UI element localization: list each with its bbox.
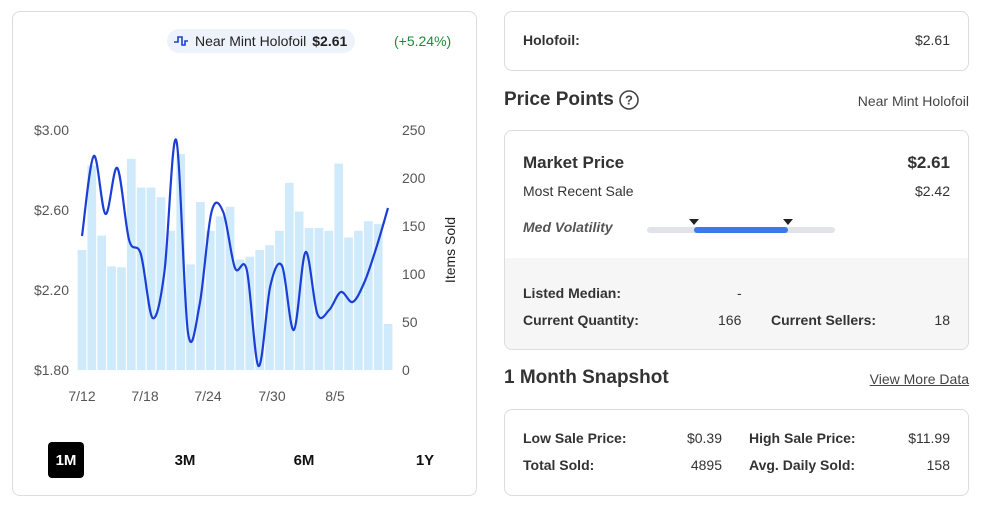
listed-median-label: Listed Median: [523,285,622,301]
low-sale-value: $0.39 [686,430,722,446]
high-sale-value: $11.99 [908,430,950,446]
volume-bar [304,227,314,370]
x-tick-label: 8/5 [325,388,345,404]
y-left-tick-label: $2.20 [34,282,69,298]
volume-bar [265,245,274,370]
y-right-tick-label: 100 [402,266,426,282]
range-selector: 1M 3M 6M 1Y [48,442,448,478]
low-sale-label: Low Sale Price: [523,430,627,446]
volatility-low-marker [689,219,699,225]
price-points-condition: Near Mint Holofoil [857,93,969,109]
volume-bar [314,227,324,370]
view-more-data-link[interactable]: View More Data [869,371,969,387]
recent-sale-label: Most Recent Sale [523,183,634,199]
volume-bar [196,202,205,370]
snapshot-title: 1 Month Snapshot [504,367,669,388]
volume-bar [97,235,107,370]
range-3m-button[interactable]: 3M [174,451,196,469]
volume-bar [344,237,353,370]
holofoil-price-card: Holofoil: $2.61 [504,11,969,71]
help-icon[interactable]: ? [618,89,640,111]
market-price-value: $2.61 [907,153,950,172]
y-right-tick-label: 200 [402,170,426,186]
holofoil-value: $2.61 [914,32,950,48]
price-points-stats-section [505,258,968,349]
current-sellers-value: 18 [934,312,950,328]
volume-bar [275,230,284,370]
volume-bar [334,163,344,370]
volume-bar [77,250,87,370]
current-sellers-label: Current Sellers: [771,312,877,328]
volume-bar [205,230,215,370]
y-left-tick-label: $3.00 [34,122,69,138]
y-right-axis-label: Items Sold [442,217,458,283]
volume-bar [373,224,383,370]
y-right-tick-label: 0 [402,362,410,378]
legend-pill[interactable]: Near Mint Holofoil $2.61 [167,29,356,53]
svg-text:?: ? [625,93,633,108]
range-1m-button[interactable]: 1M [48,442,84,478]
volume-bar [87,165,97,370]
volume-bar [136,187,146,370]
volume-bar [156,197,166,370]
volume-bar [126,158,136,370]
volume-bar [146,187,156,370]
volume-bar [363,221,373,370]
legend-change: (+5.24%) [394,33,452,49]
legend-condition: Near Mint Holofoil [195,33,307,49]
avg-daily-sold-value: 158 [926,457,950,473]
volatility-high-marker [783,219,793,225]
y-right-tick-label: 50 [402,314,418,330]
total-sold-label: Total Sold: [523,457,595,473]
price-line [80,138,390,368]
volume-bar [255,250,265,370]
volatility-bar [647,219,835,233]
pulse-icon [174,36,188,46]
price-points-title: Price Points [504,89,614,110]
volume-bar [215,216,225,370]
price-history-card: $3.00 $2.60 $2.20 $1.80 250 200 150 100 50 0 Items… [12,11,477,496]
volume-bar [354,230,363,370]
volatility-label: Med Volatility [523,219,613,235]
total-sold-value: 4895 [690,457,722,473]
y-left-tick-label: $1.80 [34,362,69,378]
high-sale-label: High Sale Price: [749,430,856,446]
volume-bar [107,266,116,370]
volume-bar [166,230,176,370]
volume-bar [383,323,393,370]
y-right-tick-label: 250 [402,122,426,138]
x-tick-label: 7/18 [131,388,158,404]
listed-median-value: - [737,285,742,301]
volatility-range-fill [694,227,788,233]
legend-price: $2.61 [312,33,348,49]
price-points-card: Market Price $2.61 Most Recent Sale $2.4… [504,130,969,350]
price-points-header: Price Points ? [504,89,640,111]
market-price-label: Market Price [523,153,625,172]
volume-bar [176,154,186,370]
x-tick-label: 7/30 [258,388,285,404]
volume-bar [225,206,235,370]
volume-bar [284,182,294,370]
volume-bar [186,264,195,370]
range-6m-button[interactable]: 6M [293,451,315,469]
x-tick-label: 7/24 [194,388,221,404]
volume-bar [235,259,245,370]
snapshot-card: Low Sale Price: $0.39 High Sale Price: $… [504,409,969,496]
price-history-chart: $3.00 $2.60 $2.20 $1.80 250 200 150 100 50 0 Items… [34,122,458,404]
holofoil-label: Holofoil: [523,32,580,48]
avg-daily-sold-label: Avg. Daily Sold: [749,457,856,473]
volume-bar [245,256,255,370]
recent-sale-value: $2.42 [914,183,950,199]
current-quantity-value: 166 [718,312,742,328]
volume-bar [117,267,126,370]
y-left-tick-label: $2.60 [34,202,69,218]
y-right-tick-label: 150 [402,218,426,234]
current-quantity-label: Current Quantity: [523,312,639,328]
x-tick-label: 7/12 [68,388,95,404]
volume-bar [324,230,334,370]
range-1y-button[interactable]: 1Y [415,451,435,469]
